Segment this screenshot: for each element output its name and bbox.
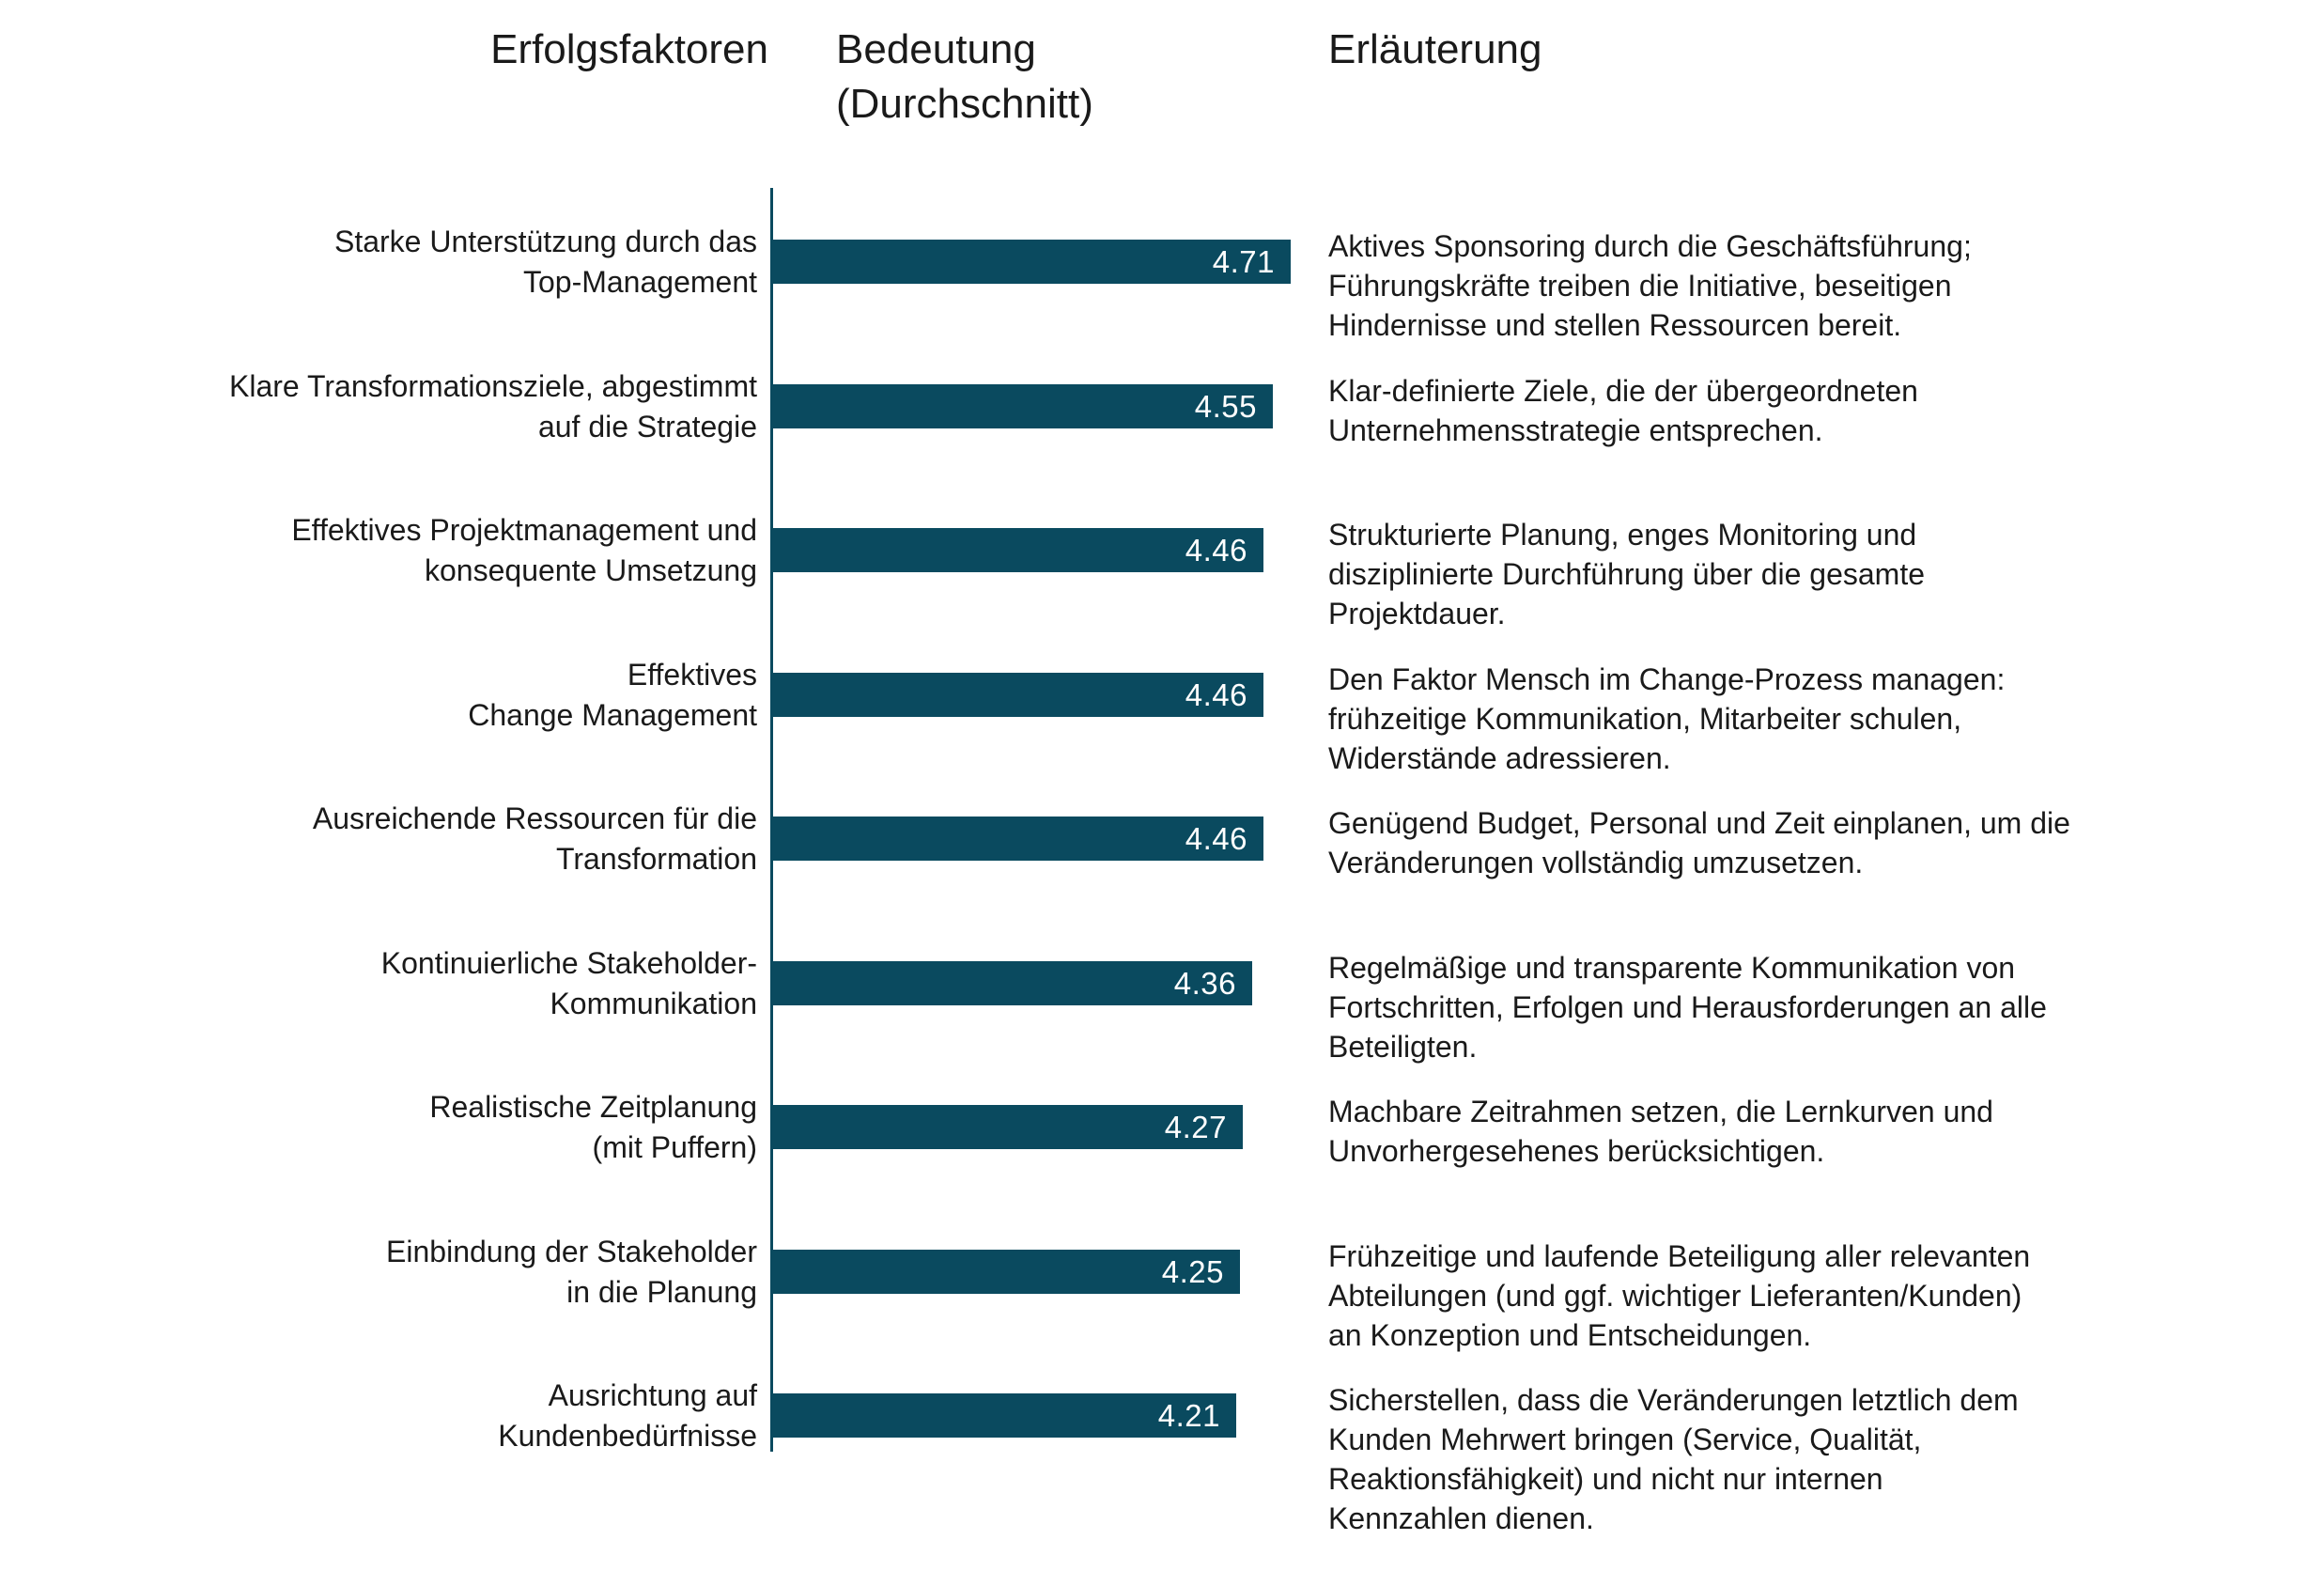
bar-value-label: 4.71 [1212, 244, 1275, 279]
factor-label: Ausreichende Ressourcen für die Transfor… [312, 801, 757, 876]
bar-row: Klare Transformationsziele, abgestimmt a… [0, 334, 2324, 479]
importance-bar: 4.46 [773, 672, 1263, 717]
bar-row: Ausreichende Ressourcen für die Transfor… [0, 767, 2324, 911]
bar-value-label: 4.25 [1161, 1253, 1224, 1289]
factor-label: Ausrichtung auf Kundenbedürfnisse [498, 1378, 757, 1453]
bar-row: Kontinuierliche Stakeholder- Kommunikati… [0, 911, 2324, 1064]
bar-value-label: 4.27 [1164, 1110, 1227, 1144]
explanation-text: Strukturierte Planung, enges Monitoring … [1328, 518, 1926, 630]
importance-bar: 4.46 [773, 528, 1263, 572]
factor-label: Kontinuierliche Stakeholder- Kommunikati… [380, 945, 757, 1020]
factor-label: Effektives Change Management [468, 657, 757, 732]
factor-label: Realistische Zeitplanung (mit Puffern) [429, 1090, 757, 1164]
bar-row: Effektives Projektmanagement und konsequ… [0, 478, 2324, 630]
factor-label: Einbindung der Stakeholder in die Planun… [386, 1234, 757, 1309]
bar-value-label: 4.55 [1194, 388, 1257, 424]
explanation-text: Aktives Sponsoring durch die Geschäftsfü… [1328, 229, 1972, 342]
factor-label: Effektives Projektmanagement und konsequ… [291, 513, 757, 587]
bar-value-label: 4.36 [1173, 965, 1236, 1001]
column-header-bedeutung: Bedeutung (Durchschnitt) [836, 23, 1093, 132]
bar-value-label: 4.46 [1185, 821, 1247, 856]
bar-row: Effektives Change Management 4.46 Den Fa… [0, 623, 2324, 775]
importance-bar: 4.36 [773, 960, 1252, 1005]
column-header-bedeutung-line2: (Durchschnitt) [836, 81, 1093, 127]
bar-value-label: 4.46 [1185, 677, 1247, 712]
bar-row: Einbindung der Stakeholder in die Planun… [0, 1200, 2324, 1352]
importance-bar: 4.27 [773, 1105, 1243, 1149]
bar-row: Starke Unterstützung durch das Top-Manag… [0, 190, 2324, 342]
column-header-erfolgsfaktoren: Erfolgsfaktoren [490, 26, 768, 72]
bar-row: Ausrichtung auf Kundenbedürfnisse 4.21 S… [0, 1344, 2324, 1535]
importance-bar: 4.25 [773, 1249, 1240, 1294]
importance-bar: 4.71 [773, 240, 1291, 284]
factor-label: Starke Unterstützung durch das Top-Manag… [333, 225, 757, 299]
explanation-text: Sicherstellen, dass die Veränderungen le… [1328, 1383, 2019, 1535]
explanation-text: Klar-definierte Ziele, die der übergeord… [1328, 373, 1918, 447]
bar-value-label: 4.46 [1185, 533, 1247, 568]
importance-bar: 4.46 [773, 817, 1263, 861]
column-header-erlaeuterung: Erläuterung [1328, 26, 1542, 72]
importance-bar: 4.55 [773, 383, 1273, 428]
explanation-text: Den Faktor Mensch im Change-Prozess mana… [1328, 661, 2006, 775]
bar-row: Realistische Zeitplanung (mit Puffern) 4… [0, 1055, 2324, 1200]
explanation-text: Regelmäßige und transparente Kommunikati… [1328, 950, 2047, 1064]
bar-value-label: 4.21 [1157, 1398, 1220, 1433]
explanation-text: Genügend Budget, Personal und Zeit einpl… [1328, 806, 2070, 879]
factor-label: Klare Transformationsziele, abgestimmt a… [229, 368, 757, 443]
explanation-text: Frühzeitige und laufende Beteiligung all… [1328, 1238, 2031, 1352]
column-header-bedeutung-line1: Bedeutung [836, 26, 1036, 72]
axis-line [770, 188, 773, 1452]
importance-bar: 4.21 [773, 1393, 1236, 1438]
explanation-text: Machbare Zeitrahmen setzen, die Lernkurv… [1328, 1095, 1993, 1168]
